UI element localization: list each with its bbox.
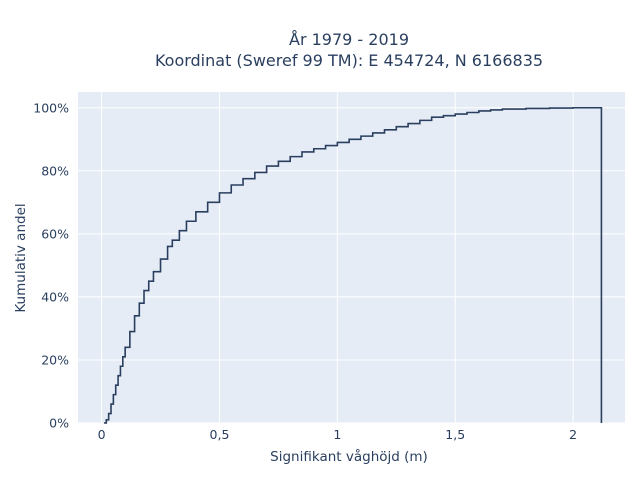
x-tick-label: 2 (569, 427, 577, 442)
y-tick-label: 60% (41, 226, 69, 241)
y-tick-label: 40% (41, 289, 69, 304)
x-tick-label: 1,5 (445, 427, 465, 442)
series-line-cdf (103, 106, 603, 424)
y-axis-title: Kumulativ andel (13, 203, 29, 312)
x-axis-ticks: 0 0,5 1 1,5 2 (98, 427, 578, 442)
y-axis-ticks: 0% 20% 40% 60% 80% 100% (33, 100, 69, 430)
chart-title-line-1: År 1979 - 2019 (289, 30, 409, 49)
y-tick-label: 100% (33, 100, 69, 115)
x-axis-title: Signifikant våghöjd (m) (270, 448, 428, 465)
x-tick-label: 1 (333, 427, 341, 442)
y-tick-label: 20% (41, 352, 69, 367)
x-tick-label: 0 (98, 427, 106, 442)
x-tick-label: 0,5 (210, 427, 230, 442)
y-tick-label: 80% (41, 163, 69, 178)
grid-lines (78, 92, 625, 424)
y-tick-label: 0% (49, 416, 69, 431)
chart-title-line-2: Koordinat (Sweref 99 TM): E 454724, N 61… (155, 51, 543, 70)
plot-area (78, 92, 625, 423)
